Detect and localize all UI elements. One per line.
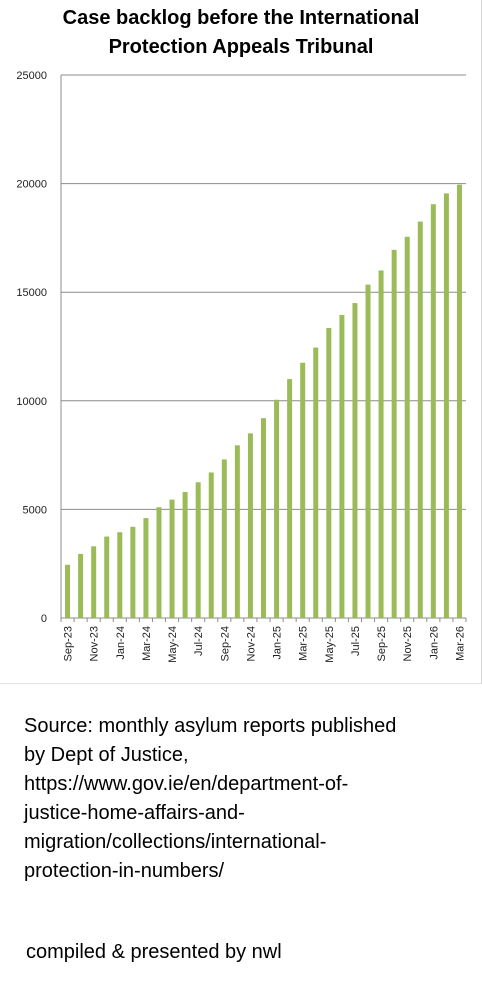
x-tick-label: May-24 bbox=[167, 626, 179, 663]
bar bbox=[261, 418, 266, 618]
x-tick-label: Mar-24 bbox=[141, 626, 153, 661]
bar bbox=[300, 362, 306, 618]
chart-title-line-1: Case backlog before the International bbox=[62, 7, 420, 29]
bar-chart: 0 5000 10000 15000 20000 25000 Sep-23 Nov-23 Jan… bbox=[16, 70, 467, 663]
bar bbox=[143, 518, 149, 618]
chart-title-line-2: Protection Appeals Tribunal bbox=[108, 36, 374, 58]
bar bbox=[130, 526, 136, 618]
y-tick-label: 10000 bbox=[16, 396, 47, 408]
x-tick-label: Sep-23 bbox=[63, 626, 75, 661]
x-tick-label: Jul-24 bbox=[193, 626, 205, 656]
x-tick-label: Jul-25 bbox=[350, 626, 362, 656]
bar bbox=[339, 315, 345, 618]
bar bbox=[195, 482, 201, 618]
bar bbox=[208, 472, 214, 618]
bar bbox=[391, 249, 397, 618]
x-tick-label: Mar-25 bbox=[298, 626, 310, 661]
bar bbox=[326, 328, 332, 618]
x-tick-label: Sep-25 bbox=[376, 626, 388, 661]
bar bbox=[169, 499, 175, 618]
y-tick-label: 25000 bbox=[16, 70, 47, 82]
bar bbox=[65, 564, 71, 618]
x-tick-label: Sep-24 bbox=[219, 626, 231, 661]
bar bbox=[104, 536, 110, 618]
bar bbox=[234, 445, 240, 618]
bar bbox=[417, 221, 423, 619]
bar bbox=[247, 433, 253, 618]
chart-area: Case backlog before the International Pr… bbox=[0, 0, 482, 684]
bar bbox=[430, 204, 436, 618]
y-tick-label: 20000 bbox=[16, 179, 47, 191]
source-note: Source: monthly asylum reports published… bbox=[24, 715, 397, 882]
bar bbox=[287, 379, 293, 618]
bar bbox=[156, 507, 162, 618]
x-tick-label: Nov-24 bbox=[245, 626, 257, 661]
x-tick-label: Nov-25 bbox=[402, 626, 414, 661]
chart-title: Case backlog before the International Pr… bbox=[0, 4, 482, 62]
x-tick-label: Nov-23 bbox=[89, 626, 101, 661]
bar bbox=[274, 399, 280, 618]
x-tick-label: Jan-25 bbox=[272, 626, 284, 660]
bar bbox=[456, 184, 462, 618]
bar bbox=[221, 459, 227, 618]
bar bbox=[182, 492, 188, 618]
y-tick-label: 0 bbox=[41, 613, 47, 625]
bar bbox=[378, 270, 384, 618]
x-tick-label: May-25 bbox=[324, 626, 336, 663]
bar bbox=[78, 553, 84, 618]
bar bbox=[404, 236, 410, 618]
bar bbox=[91, 546, 97, 618]
y-tick-label: 15000 bbox=[16, 287, 47, 299]
y-tick-label: 5000 bbox=[23, 504, 47, 516]
x-tick-label: Jan-26 bbox=[428, 626, 440, 660]
bar bbox=[365, 284, 371, 618]
bar bbox=[352, 303, 358, 618]
bar bbox=[117, 532, 123, 618]
bar bbox=[443, 193, 449, 618]
x-tick-label: Jan-24 bbox=[115, 626, 127, 660]
credit-note: compiled & presented by nwl bbox=[26, 941, 282, 963]
bar bbox=[313, 347, 319, 618]
x-tick-label: Mar-26 bbox=[454, 626, 466, 661]
